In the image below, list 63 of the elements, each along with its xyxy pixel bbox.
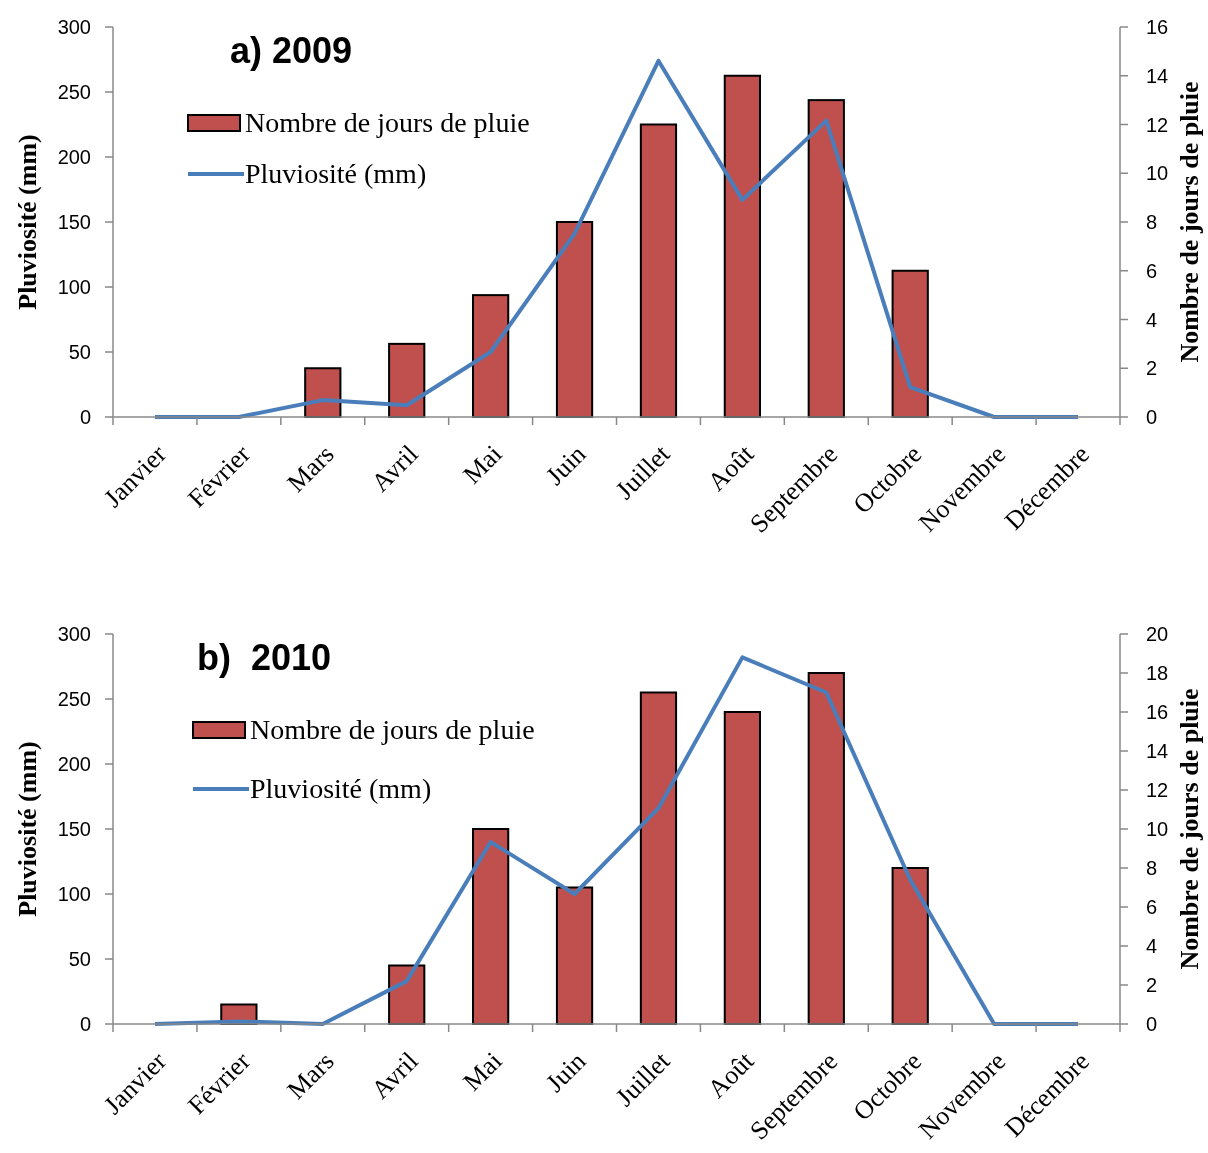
x-tick-label: Mars <box>281 1046 340 1105</box>
bar <box>639 123 678 418</box>
y-tick-label: 100 <box>57 276 91 298</box>
y2-tick-label: 2 <box>1146 974 1158 996</box>
y-tick-label: 200 <box>57 146 91 168</box>
bar <box>723 711 761 1025</box>
y2-tick-label: 6 <box>1146 259 1158 282</box>
y2-tick-label: 14 <box>1146 64 1169 87</box>
x-tick-label: Mai <box>457 439 508 490</box>
y2-tick-label: 6 <box>1146 896 1158 918</box>
bar <box>807 99 845 418</box>
bar <box>555 221 594 418</box>
y2-tick-label: 8 <box>1146 211 1158 233</box>
y2-tick-label: 10 <box>1146 818 1169 840</box>
y-axis-title: Pluviosité (mm) <box>13 741 42 917</box>
y-tick-label: 300 <box>57 16 91 38</box>
bar <box>807 672 845 1025</box>
y2-tick-label: 0 <box>1146 1013 1158 1035</box>
legend-label: Nombre de jours de pluie <box>250 714 535 746</box>
bar <box>723 74 761 418</box>
bar <box>555 886 594 1025</box>
chart-title: a) 2009 <box>230 30 353 71</box>
y-axis-title: Pluviosité (mm) <box>13 134 42 310</box>
x-tick-label: Juin <box>540 1046 592 1098</box>
y2-tick-label: 8 <box>1146 857 1158 879</box>
legend-label: Nombre de jours de pluie <box>245 107 530 139</box>
y2-tick-label: 0 <box>1146 406 1158 428</box>
y-tick-label: 100 <box>57 883 91 905</box>
y-tick-label: 200 <box>57 753 91 775</box>
y2-tick-label: 4 <box>1146 935 1158 957</box>
y2-tick-label: 20 <box>1146 623 1169 645</box>
bar <box>891 867 929 1025</box>
y2-tick-label: 16 <box>1146 16 1169 38</box>
y2-axis-title: Nombre de jours de pluie <box>1175 688 1204 970</box>
y-tick-label: 50 <box>68 948 91 970</box>
bar <box>388 342 426 418</box>
chart-title: b) 2010 <box>197 637 332 678</box>
y-tick-label: 150 <box>57 818 91 840</box>
y2-tick-label: 4 <box>1146 308 1158 331</box>
x-tick-label: Juin <box>540 439 592 491</box>
y-tick-label: 250 <box>57 81 91 103</box>
legend-label: Pluviosité (mm) <box>245 158 427 190</box>
y-tick-label: 50 <box>68 341 91 363</box>
y-tick-label: 300 <box>57 623 91 645</box>
y2-tick-label: 16 <box>1146 701 1169 723</box>
bar <box>639 691 678 1025</box>
y2-tick-label: 10 <box>1146 162 1169 185</box>
y2-axis-title: Nombre de jours de pluie <box>1175 81 1204 363</box>
bar <box>472 294 510 418</box>
bar <box>891 269 929 418</box>
y2-tick-label: 12 <box>1146 779 1169 801</box>
x-tick-label: Mai <box>457 1046 508 1097</box>
y2-tick-label: 12 <box>1146 113 1169 136</box>
x-tick-label: Mars <box>281 439 340 498</box>
y-tick-label: 250 <box>57 688 91 710</box>
y2-tick-label: 14 <box>1146 740 1169 762</box>
y-tick-label: 0 <box>79 406 91 428</box>
bar <box>472 828 510 1025</box>
y2-tick-label: 2 <box>1146 357 1158 380</box>
legend-label: Pluviosité (mm) <box>250 773 432 805</box>
y-tick-label: 0 <box>79 1013 91 1035</box>
y-tick-label: 150 <box>57 211 91 233</box>
y2-tick-label: 18 <box>1146 662 1169 684</box>
